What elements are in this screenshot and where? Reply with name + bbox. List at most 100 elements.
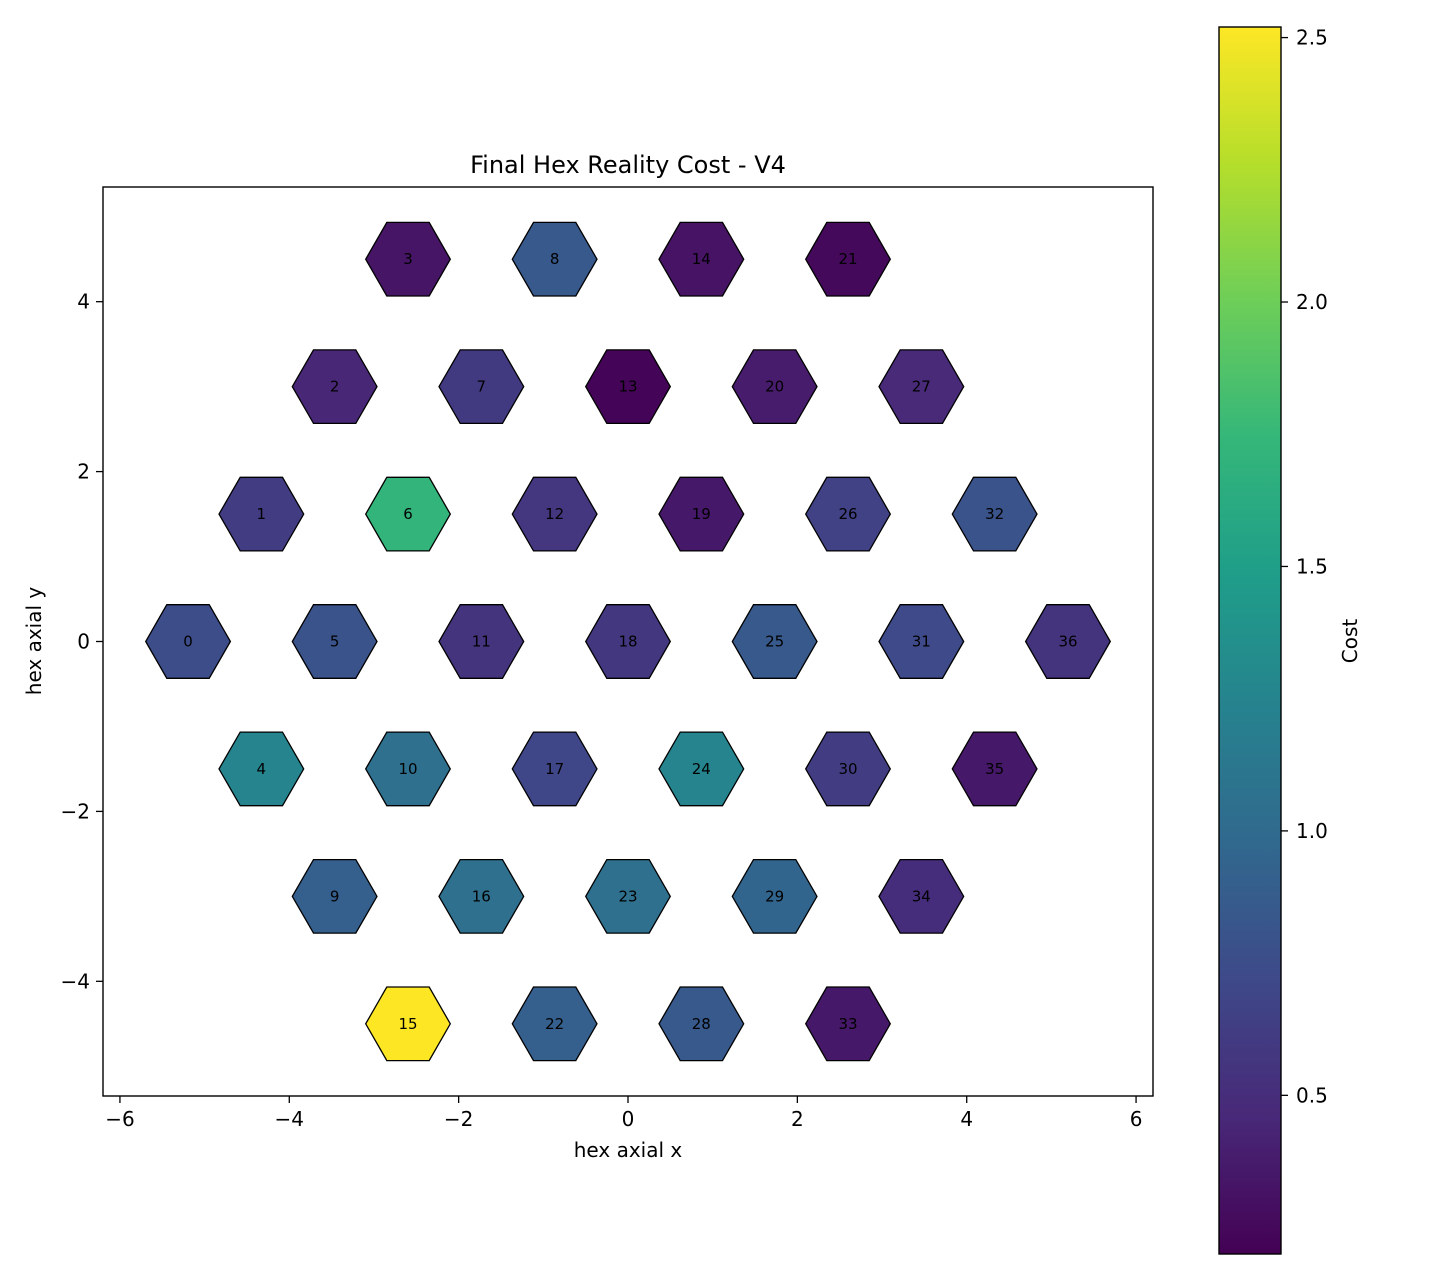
hex-cell-33: [804, 986, 892, 1062]
hex-cell-29: [731, 858, 818, 934]
y-axis: −4 −2 0 2 4: [61, 290, 103, 993]
hex-cell-26: [804, 476, 892, 552]
hex-cell-14: [658, 221, 745, 297]
hex-cell-1: [218, 476, 305, 552]
x-tick-label: 4: [960, 1107, 973, 1131]
hex-cell-27: [878, 349, 965, 425]
hex-cells: 0123456789101112131415161718192021222324…: [144, 221, 1112, 1062]
hex-cell-label: 0: [183, 633, 193, 651]
hex-cell-label: 34: [912, 887, 931, 905]
hex-cell-10: [364, 731, 452, 807]
hex-cell-7: [438, 349, 525, 425]
hex-cell-35: [951, 731, 1038, 807]
hex-cell-31: [878, 604, 965, 679]
x-tick-label: 6: [1130, 1107, 1143, 1131]
x-axis: −6 −4 −2 0 2 4 6: [105, 1096, 1142, 1131]
chart-title: Final Hex Reality Cost - V4: [470, 151, 786, 179]
hex-cell-label: 13: [618, 378, 637, 396]
colorbar-axis: 0.5 1.0 1.5 2.0 2.5: [1281, 26, 1328, 1107]
hex-cell-label: 15: [398, 1015, 417, 1033]
hex-cell-label: 4: [257, 760, 267, 778]
hex-cell-label: 26: [838, 505, 857, 523]
x-tick-label: −4: [275, 1107, 304, 1131]
hex-cell-label: 28: [692, 1015, 711, 1033]
colorbar-tick-label: 2.0: [1296, 290, 1328, 314]
hex-cell-3: [364, 221, 452, 297]
y-tick-label: 4: [77, 290, 90, 314]
hex-cell-8: [511, 221, 598, 297]
hex-cell-label: 2: [330, 378, 340, 396]
hex-cell-25: [731, 604, 818, 679]
hex-cell-30: [804, 731, 892, 807]
hex-cell-11: [438, 604, 525, 679]
hex-cell-label: 21: [838, 250, 857, 268]
hex-cell-16: [438, 858, 525, 934]
hex-cell-label: 9: [330, 887, 340, 905]
hex-cell-2: [291, 349, 378, 425]
hex-cell-label: 3: [403, 250, 413, 268]
colorbar: [1218, 26, 1282, 1255]
colorbar-tick-label: 1.5: [1296, 554, 1328, 578]
hex-cell-label: 18: [618, 633, 637, 651]
colorbar-label: Cost: [1338, 619, 1362, 664]
hex-cell-label: 35: [985, 760, 1004, 778]
hex-cell-label: 36: [1058, 633, 1077, 651]
hex-cell-label: 30: [838, 760, 857, 778]
x-tick-label: 2: [791, 1107, 804, 1131]
hex-cell-20: [731, 349, 818, 425]
hex-cell-label: 8: [550, 250, 560, 268]
hex-cell-0: [144, 604, 232, 679]
hex-cell-label: 32: [985, 505, 1004, 523]
hex-cell-label: 20: [765, 378, 784, 396]
hex-cell-9: [291, 858, 378, 934]
x-tick-label: −2: [444, 1107, 473, 1131]
hex-cell-23: [584, 858, 672, 934]
hex-cell-label: 23: [618, 887, 637, 905]
hex-cell-5: [291, 604, 378, 679]
hex-cell-label: 27: [912, 378, 931, 396]
hex-cell-21: [804, 221, 892, 297]
colorbar-tick-label: 1.0: [1296, 819, 1328, 843]
hex-cell-label: 6: [403, 505, 413, 523]
y-axis-label: hex axial y: [22, 587, 46, 696]
colorbar-tick-label: 0.5: [1296, 1083, 1328, 1107]
hex-cell-label: 22: [545, 1015, 564, 1033]
hex-cell-13: [584, 349, 672, 425]
hex-cell-17: [511, 731, 598, 807]
hex-cell-12: [511, 476, 598, 552]
hex-cell-32: [951, 476, 1038, 552]
hex-cell-label: 10: [398, 760, 417, 778]
hex-cell-label: 12: [545, 505, 564, 523]
hex-cell-label: 14: [692, 250, 711, 268]
x-tick-label: 0: [622, 1107, 635, 1131]
hex-cell-6: [364, 476, 452, 552]
hex-cell-22: [511, 986, 598, 1062]
hex-cell-34: [878, 858, 965, 934]
hex-cell-label: 5: [330, 633, 340, 651]
hex-cell-15: [364, 986, 452, 1062]
x-axis-label: hex axial x: [574, 1138, 683, 1162]
hex-cell-label: 29: [765, 887, 784, 905]
hex-cell-19: [658, 476, 745, 552]
hex-cell-4: [218, 731, 305, 807]
hex-cell-label: 11: [472, 633, 491, 651]
colorbar-tick-label: 2.5: [1296, 26, 1328, 50]
hex-cell-label: 33: [838, 1015, 857, 1033]
hex-cell-label: 19: [692, 505, 711, 523]
hex-cell-label: 16: [472, 887, 491, 905]
hex-cell-24: [658, 731, 745, 807]
y-tick-label: 2: [77, 460, 90, 484]
hex-cell-label: 31: [912, 633, 931, 651]
hex-cell-18: [584, 604, 672, 679]
x-tick-label: −6: [105, 1107, 134, 1131]
hex-cell-label: 25: [765, 633, 784, 651]
hex-cell-36: [1024, 604, 1112, 679]
hex-cell-label: 1: [257, 505, 267, 523]
hex-cell-label: 7: [477, 378, 487, 396]
y-tick-label: −2: [61, 799, 90, 823]
hex-cell-label: 24: [692, 760, 711, 778]
y-tick-label: −4: [61, 969, 90, 993]
hex-cell-28: [658, 986, 745, 1062]
hex-cell-label: 17: [545, 760, 564, 778]
